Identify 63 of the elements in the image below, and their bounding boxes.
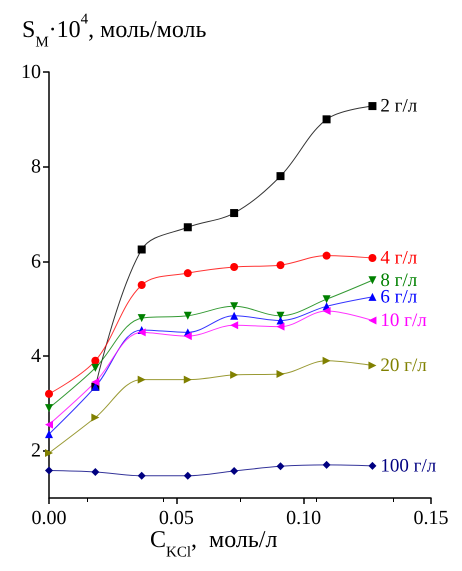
- point: [184, 376, 192, 384]
- x-tick-label: 0.15: [414, 507, 448, 529]
- series-label: 100 г/л: [380, 455, 437, 476]
- point: [276, 172, 284, 180]
- y-tick-label: 8: [31, 156, 41, 178]
- y-tick-label: 10: [21, 61, 41, 83]
- point: [184, 472, 192, 480]
- point: [138, 281, 146, 289]
- point: [322, 460, 331, 469]
- series-label: 10 г/л: [380, 310, 428, 331]
- x-tick-label: 0.10: [286, 507, 322, 529]
- point: [91, 468, 100, 476]
- point: [322, 356, 331, 365]
- point: [230, 467, 238, 476]
- point: [322, 307, 331, 316]
- point: [45, 430, 53, 438]
- point: [138, 246, 146, 254]
- point: [368, 462, 376, 470]
- point: [91, 364, 100, 372]
- point: [45, 449, 53, 458]
- point: [276, 462, 284, 470]
- point: [45, 420, 53, 429]
- point: [322, 295, 331, 304]
- point: [184, 223, 192, 232]
- point: [322, 252, 331, 260]
- point: [230, 263, 238, 272]
- series-label: 20 г/л: [380, 354, 428, 376]
- point: [45, 390, 53, 398]
- point: [368, 102, 376, 110]
- x-tick-label: 0.00: [32, 507, 66, 529]
- y-tick-label: 4: [31, 345, 41, 367]
- point: [368, 292, 376, 301]
- point: [138, 472, 146, 480]
- point: [368, 316, 376, 324]
- point: [276, 261, 284, 270]
- point: [184, 332, 192, 340]
- series-label: 2 г/л: [380, 96, 418, 117]
- point: [138, 328, 146, 336]
- point: [276, 370, 284, 378]
- point: [368, 361, 376, 370]
- point: [230, 370, 238, 379]
- point: [230, 321, 238, 330]
- x-tick-label: 0.05: [158, 507, 194, 529]
- point: [322, 115, 331, 124]
- point: [138, 314, 146, 322]
- point: [230, 312, 238, 320]
- point: [91, 414, 100, 422]
- point: [45, 466, 53, 475]
- point: [91, 356, 100, 365]
- point: [230, 209, 238, 218]
- point: [368, 254, 376, 262]
- point: [276, 322, 284, 331]
- point: [184, 269, 192, 278]
- point: [276, 316, 284, 324]
- series-label: 4 г/л: [380, 248, 418, 269]
- point: [45, 404, 53, 412]
- point: [184, 312, 192, 320]
- point: [91, 378, 100, 386]
- y-tick-label: 6: [31, 250, 41, 272]
- y-tick-label: 2: [31, 440, 41, 462]
- point: [368, 276, 376, 284]
- point: [138, 376, 146, 384]
- point: [230, 302, 238, 310]
